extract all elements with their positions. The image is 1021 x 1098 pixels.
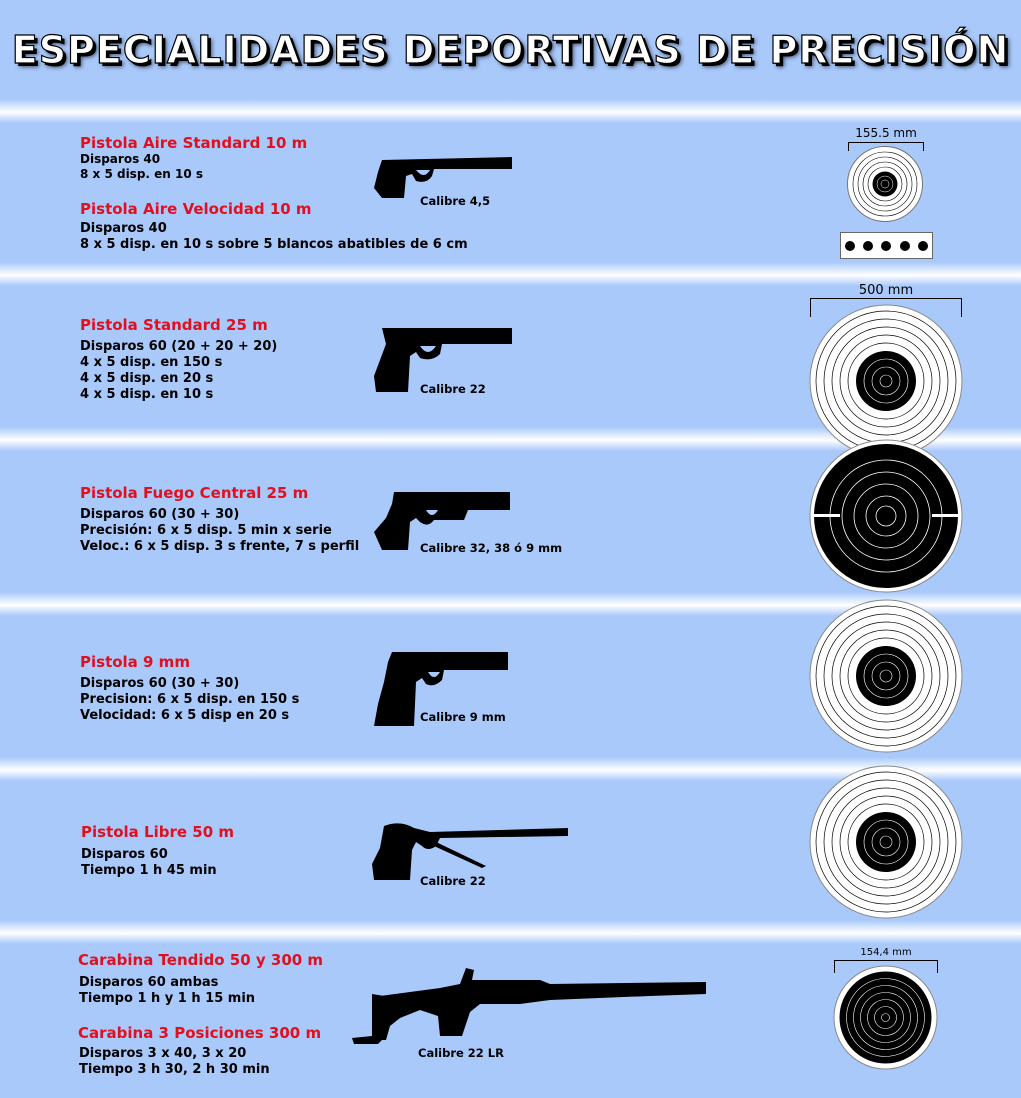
event-detail: 4 x 5 disp. en 150 s xyxy=(80,355,223,370)
event-name: Carabina Tendido 50 y 300 m xyxy=(78,951,324,969)
falling-target-dot xyxy=(845,240,856,251)
event-detail: 8 x 5 disp. en 10 s sobre 5 blancos abat… xyxy=(80,237,468,252)
event-detail: Precision: 6 x 5 disp. en 150 s xyxy=(80,692,300,707)
event-detail: Veloc.: 6 x 5 disp. 3 s frente, 7 s perf… xyxy=(80,539,360,554)
rifle-icon xyxy=(352,968,706,1044)
target-size-label: 500 mm xyxy=(858,283,914,298)
event-name: Pistola Aire Standard 10 m xyxy=(80,134,308,152)
separator xyxy=(0,99,1021,123)
target-size-label: 154,4 mm xyxy=(860,947,912,958)
centerfire-pistol-icon xyxy=(374,492,510,550)
caliber-label: Calibre 22 LR xyxy=(418,1046,504,1060)
free-pistol-icon xyxy=(372,823,568,880)
event-detail: Tiempo 3 h 30, 2 h 30 min xyxy=(79,1062,270,1077)
precision-target-icon xyxy=(809,599,963,753)
air-pistol-icon xyxy=(374,157,512,198)
caliber-label: Calibre 32, 38 ó 9 mm xyxy=(420,541,563,555)
falling-target-dot xyxy=(881,240,892,251)
dimension-bracket xyxy=(810,298,962,317)
dimension-bracket xyxy=(848,142,924,151)
caliber-label: Calibre 4,5 xyxy=(420,194,491,208)
event-detail: Disparos 60 xyxy=(81,847,168,862)
page-title: ESPECIALIDADES DEPORTIVAS DE PRECISIÓN xyxy=(11,27,1010,72)
rapid-fire-target-icon xyxy=(809,439,963,593)
event-detail: Velocidad: 6 x 5 disp en 20 s xyxy=(80,708,290,723)
event-name: Carabina 3 Posiciones 300 m xyxy=(78,1024,322,1042)
event-detail: 8 x 5 disp. en 10 s xyxy=(80,167,204,181)
event-detail: Tiempo 1 h y 1 h 15 min xyxy=(79,991,256,1006)
event-detail: Disparos 60 ambas xyxy=(79,975,219,990)
falling-target-dot xyxy=(863,240,874,251)
separator xyxy=(0,920,1021,944)
event-name: Pistola 9 mm xyxy=(80,653,190,671)
event-detail: Disparos 60 (20 + 20 + 20) xyxy=(80,339,278,354)
event-detail: Precisión: 6 x 5 disp. 5 min x serie xyxy=(80,523,332,538)
precision-target-icon xyxy=(809,765,963,919)
falling-target-dot xyxy=(899,240,910,251)
caliber-label: Calibre 22 xyxy=(420,382,486,396)
precision-target-icon xyxy=(809,304,963,458)
caliber-label: Calibre 22 xyxy=(420,874,486,888)
event-detail: Disparos 60 (30 + 30) xyxy=(80,507,240,522)
target-size-label: 155.5 mm xyxy=(855,126,917,140)
air-pistol-target-icon xyxy=(847,146,923,222)
falling-target-dot xyxy=(917,240,928,251)
separator xyxy=(0,262,1021,286)
event-detail: Disparos 40 xyxy=(80,221,167,236)
event-name: Pistola Fuego Central 25 m xyxy=(80,484,309,502)
event-detail: Disparos 3 x 40, 3 x 20 xyxy=(79,1046,247,1061)
event-detail: Disparos 60 (30 + 30) xyxy=(80,676,240,691)
event-detail: Disparos 40 xyxy=(80,152,161,166)
event-name: Pistola Aire Velocidad 10 m xyxy=(80,200,312,218)
event-detail: 4 x 5 disp. en 20 s xyxy=(80,371,214,386)
event-name: Pistola Standard 25 m xyxy=(80,316,268,334)
event-detail: Tiempo 1 h 45 min xyxy=(81,863,217,878)
event-detail: 4 x 5 disp. en 10 s xyxy=(80,387,214,402)
9mm-pistol-icon xyxy=(374,652,508,726)
event-name: Pistola Libre 50 m xyxy=(81,823,234,841)
standard-pistol-icon xyxy=(374,328,512,392)
rifle-target-icon xyxy=(833,965,938,1070)
caliber-label: Calibre 9 mm xyxy=(420,710,506,724)
dimension-bracket xyxy=(834,960,938,973)
falling-targets-strip xyxy=(840,232,933,259)
